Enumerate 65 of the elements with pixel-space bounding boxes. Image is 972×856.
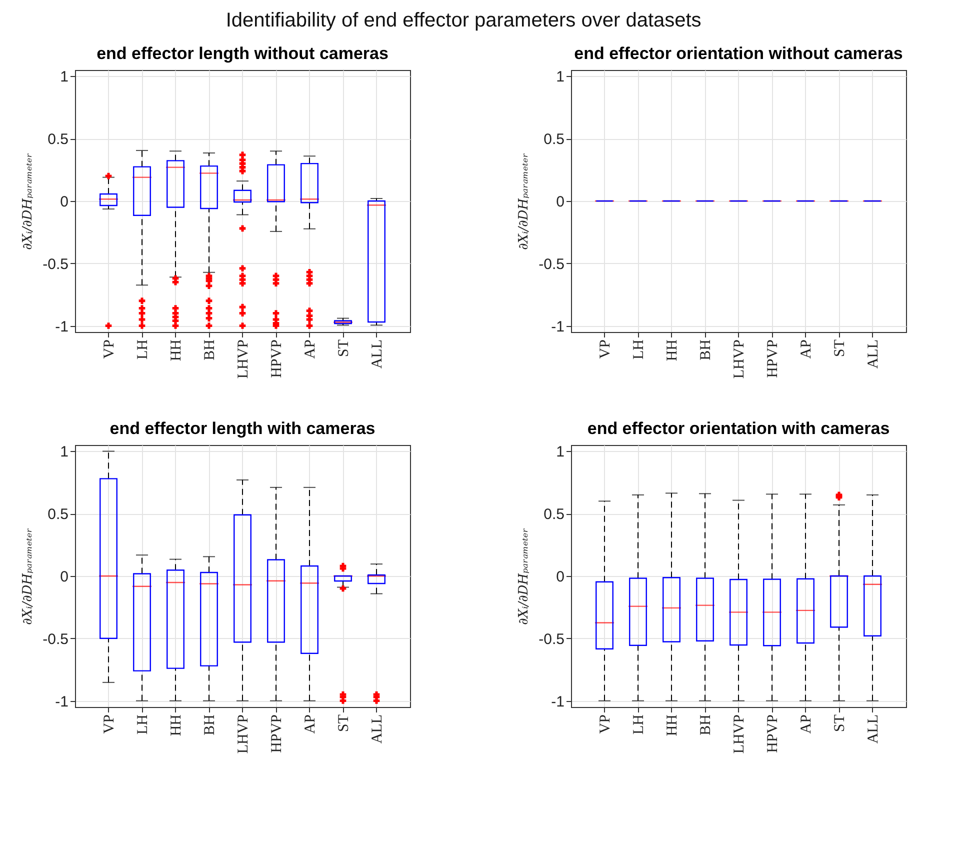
x-tick-label: AP bbox=[302, 340, 318, 359]
x-tick-label: BH bbox=[698, 714, 714, 736]
x-tick-label: LHVP bbox=[236, 340, 252, 379]
y-tick-label: 1 bbox=[60, 68, 68, 86]
text: Identifiability of end effector parameters over datasets bbox=[226, 10, 702, 32]
x-tick-label: BH bbox=[202, 714, 218, 736]
x-tick-label: AP bbox=[798, 714, 814, 734]
y-tick-label: 0 bbox=[60, 194, 68, 210]
x-tick-label: ALL bbox=[370, 714, 386, 744]
x-tick-label: LHVP bbox=[732, 340, 748, 379]
x-tick-label: LH bbox=[631, 339, 647, 360]
y-tick-label: 0.5 bbox=[544, 506, 564, 524]
x-tick-label: VP bbox=[102, 714, 118, 734]
y-tick-label: -1 bbox=[551, 693, 564, 710]
chart-title: end effector length without cameras bbox=[96, 44, 388, 64]
y-tick-label: 0 bbox=[556, 194, 564, 210]
x-tick-label: ST bbox=[832, 340, 848, 358]
x-tick-label: LH bbox=[135, 714, 151, 734]
x-tick-label: ST bbox=[832, 714, 848, 732]
x-tick-label: ALL bbox=[370, 340, 386, 369]
chart-title: end effector orientation without cameras bbox=[574, 44, 903, 64]
y-axis-title: ∂Xᵢ/∂DHₚₐᵣₐₘₑₜₑᵣ bbox=[20, 152, 36, 250]
y-tick-label: 1 bbox=[556, 68, 564, 86]
x-tick-label: LH bbox=[135, 339, 151, 360]
chart-title: end effector orientation with cameras bbox=[587, 419, 890, 438]
x-tick-label: AP bbox=[798, 340, 814, 359]
y-tick-label: -0.5 bbox=[538, 256, 564, 273]
x-tick-label: ST bbox=[336, 714, 352, 732]
x-tick-label: VP bbox=[598, 340, 614, 359]
y-tick-label: 1 bbox=[556, 444, 564, 461]
x-tick-label: BH bbox=[202, 339, 218, 360]
y-tick-label: 0 bbox=[556, 568, 564, 586]
x-tick-label: HH bbox=[168, 714, 184, 736]
x-tick-label: ALL bbox=[866, 714, 882, 744]
x-tick-label: HPVP bbox=[269, 340, 285, 378]
y-tick-label: -1 bbox=[55, 318, 68, 336]
y-tick-label: -0.5 bbox=[42, 256, 68, 273]
x-tick-label: LH bbox=[631, 714, 647, 734]
y-tick-label: 0 bbox=[60, 568, 68, 586]
x-tick-label: HH bbox=[664, 714, 680, 736]
y-axis-title: ∂Xᵢ/∂DHₚₐᵣₐₘₑₜₑᵣ bbox=[20, 528, 36, 625]
x-tick-label: LHVP bbox=[236, 714, 252, 754]
y-tick-label: 0.5 bbox=[48, 131, 68, 148]
x-tick-label: HH bbox=[664, 339, 680, 362]
chart-title: end effector length with cameras bbox=[110, 419, 376, 438]
y-tick-label: 0.5 bbox=[48, 506, 68, 524]
y-axis-title: ∂Xᵢ/∂DHₚₐᵣₐₘₑₜₑᵣ bbox=[516, 152, 532, 250]
x-tick-label: VP bbox=[598, 714, 614, 734]
x-tick-label: ALL bbox=[866, 340, 882, 369]
x-tick-label: AP bbox=[302, 714, 318, 734]
y-tick-label: 0.5 bbox=[544, 131, 564, 148]
x-tick-label: HPVP bbox=[765, 714, 781, 753]
y-tick-label: -0.5 bbox=[42, 630, 68, 648]
y-tick-label: -1 bbox=[55, 693, 68, 710]
y-axis-title: ∂Xᵢ/∂DHₚₐᵣₐₘₑₜₑᵣ bbox=[516, 528, 532, 625]
y-tick-label: -1 bbox=[551, 318, 564, 336]
x-tick-label: BH bbox=[698, 339, 714, 360]
x-tick-label: ST bbox=[336, 340, 352, 358]
x-tick-label: HH bbox=[168, 339, 184, 362]
y-tick-label: -0.5 bbox=[538, 630, 564, 648]
x-tick-label: HPVP bbox=[269, 714, 285, 753]
x-tick-label: HPVP bbox=[765, 340, 781, 378]
x-tick-label: VP bbox=[102, 340, 118, 359]
y-tick-label: 1 bbox=[60, 444, 68, 461]
x-tick-label: LHVP bbox=[732, 714, 748, 754]
